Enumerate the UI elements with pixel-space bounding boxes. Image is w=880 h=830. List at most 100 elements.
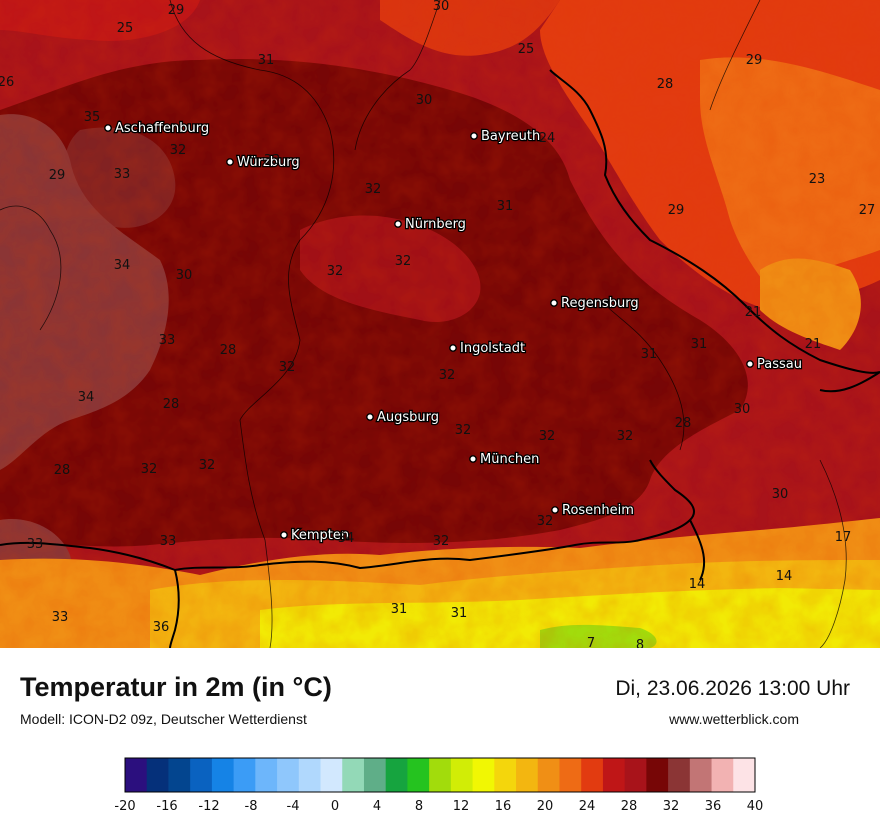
legend-swatch [668, 758, 691, 792]
temperature-value: 32 [170, 143, 187, 158]
city-dot-icon [449, 344, 457, 352]
legend-tick-label: -16 [156, 799, 177, 814]
legend-frame [124, 757, 756, 793]
temperature-value: 21 [745, 305, 762, 320]
legend-swatch [494, 758, 517, 792]
city-label: Nürnberg [405, 217, 466, 232]
temperature-value: 8 [636, 638, 644, 648]
legend-swatch [233, 758, 256, 792]
legend-tick-label: 0 [331, 799, 339, 814]
city-dot-icon [551, 506, 559, 514]
temperature-value: 30 [433, 0, 450, 14]
temperature-value: 28 [657, 77, 674, 92]
temperature-value: 33 [114, 167, 131, 182]
city-marker: Bayreuth [470, 128, 542, 145]
temperature-value: 28 [54, 463, 71, 478]
temperature-value: 36 [153, 620, 170, 635]
temperature-value: 33 [52, 610, 69, 625]
temperature-value: 26 [0, 75, 14, 90]
temperature-value: 31 [258, 53, 275, 68]
temperature-value: 29 [668, 203, 685, 218]
city-dot-icon [104, 124, 112, 132]
temperature-value: 32 [617, 429, 634, 444]
temperature-value: 14 [776, 569, 793, 584]
temperature-value: 29 [168, 3, 185, 18]
city-dot-icon [746, 360, 754, 368]
city-label: München [480, 452, 539, 467]
city-marker: Kempten [280, 527, 350, 544]
temperature-value: 33 [159, 333, 176, 348]
legend-tick-label: 28 [621, 799, 638, 814]
legend-swatch [255, 758, 278, 792]
legend-tick-label: 36 [705, 799, 722, 814]
legend-swatch [277, 758, 300, 792]
temperature-value: 32 [433, 534, 450, 549]
temperature-value: 28 [220, 343, 237, 358]
city-marker: Ingolstadt [449, 340, 526, 357]
temperature-value: 33 [160, 534, 177, 549]
city-marker: Aschaffenburg [104, 120, 210, 137]
temperature-value: 14 [689, 577, 706, 592]
temperature-value: 30 [176, 268, 193, 283]
temperature-value: 25 [117, 21, 134, 36]
temperature-value: 24 [539, 131, 556, 146]
forecast-datetime: Di, 23.06.2026 13:00 Uhr [615, 677, 850, 700]
temperature-value: 32 [395, 254, 412, 269]
temperature-value: 32 [141, 462, 158, 477]
temperature-value: 32 [455, 423, 472, 438]
city-dot-icon [469, 455, 477, 463]
temperature-value: 34 [338, 531, 355, 546]
temperature-value: 32 [439, 368, 456, 383]
legend-swatch [363, 758, 387, 792]
city-label: Passau [757, 357, 802, 372]
model-info: Modell: ICON-D2 09z, Deutscher Wetterdie… [20, 711, 307, 727]
temperature-value: 32 [539, 429, 556, 444]
legend-swatch [211, 758, 235, 792]
city-label: Rosenheim [562, 503, 634, 518]
temperature-value: 29 [49, 168, 66, 183]
legend-tick-label: 8 [415, 799, 423, 814]
temperature-value: 28 [163, 397, 180, 412]
temperature-value: 32 [537, 514, 554, 529]
temperature-value: 17 [835, 530, 852, 545]
temperature-value: 29 [746, 53, 763, 68]
city-label: Regensburg [561, 296, 639, 311]
temperature-value: 28 [675, 416, 692, 431]
temperature-value: 34 [114, 258, 131, 273]
legend-swatch [146, 758, 169, 792]
legend-tick-label: 24 [579, 799, 596, 814]
temperature-value: 30 [772, 487, 789, 502]
legend-tick-label: 12 [453, 799, 470, 814]
city-marker: Nürnberg [394, 216, 467, 233]
city-marker: Würzburg [226, 154, 301, 171]
legend-swatch [320, 758, 343, 792]
temperature-value: 31 [641, 347, 658, 362]
temperature-value: 27 [859, 203, 876, 218]
temperature-map: Aschaffenburg Würzburg Bayreuth Nürnberg Reg… [0, 0, 880, 648]
temperature-value: 31 [451, 606, 468, 621]
legend-swatch [298, 758, 322, 792]
city-marker: Regensburg [550, 295, 640, 312]
legend-swatch [646, 758, 669, 792]
website-link[interactable]: www.wetterblick.com [669, 711, 799, 727]
legend-tick-label: -20 [114, 799, 135, 814]
temperature-value: 23 [809, 172, 826, 187]
temperature-value: 32 [327, 264, 344, 279]
temperature-value: 33 [264, 153, 281, 168]
temperature-value: 30 [734, 402, 751, 417]
city-label: Kempten [291, 528, 349, 543]
legend-swatch [602, 758, 626, 792]
city-marker: München [469, 451, 541, 468]
legend-tick-label: -12 [198, 799, 219, 814]
legend-tick-label: -4 [287, 799, 300, 814]
legend-swatch [624, 758, 647, 792]
temperature-value: 34 [78, 390, 95, 405]
temperature-value: 33 [27, 537, 44, 552]
legend-swatch [537, 758, 560, 792]
temperature-value: 30 [416, 93, 433, 108]
color-legend: -20 -16 -12 -8 -4 0 4 8 12 16 20 24 28 32 36 40 [114, 757, 763, 814]
legend-tick-label: -8 [245, 799, 258, 814]
legend-swatch [516, 758, 539, 792]
city-dot-icon [470, 132, 478, 140]
legend-swatch [559, 758, 582, 792]
